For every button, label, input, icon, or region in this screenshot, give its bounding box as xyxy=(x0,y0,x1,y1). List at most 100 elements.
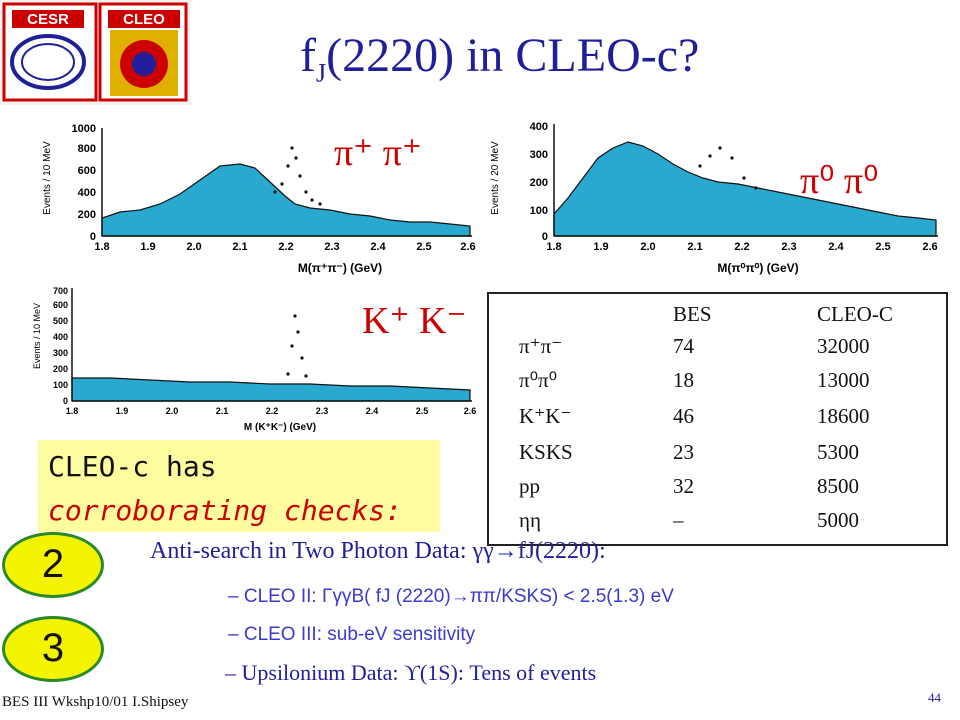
svg-text:600: 600 xyxy=(53,300,68,310)
pi0pi0-histogram xyxy=(553,141,937,237)
logo-area: CESR CLEO xyxy=(0,0,190,105)
plot-pi0pi0: Events / 20 MeV 0 100 200 300 400 1.8 1.… xyxy=(490,121,938,275)
table-row-cleo: 5000 xyxy=(817,508,859,532)
table-row-cleo: 8500 xyxy=(817,474,859,498)
kk-xlabel: M (K⁺K⁻) (GeV) xyxy=(244,422,316,433)
callout-box: CLEO-c has corroborating checks: xyxy=(38,440,440,532)
svg-text:2.6: 2.6 xyxy=(460,241,475,253)
svg-text:1.9: 1.9 xyxy=(140,241,155,253)
svg-text:400: 400 xyxy=(78,187,96,199)
table-row-cleo: 32000 xyxy=(817,334,870,358)
table-row-cleo: 18600 xyxy=(817,404,870,428)
footer-text: BES III Wkshp10/01 I.Shipsey xyxy=(2,694,189,710)
table-row-bes: 23 xyxy=(673,440,694,464)
svg-text:400: 400 xyxy=(53,332,68,342)
pipi-label: π⁺ π⁺ xyxy=(334,132,422,174)
pi0pi0-label: π⁰ π⁰ xyxy=(800,160,879,202)
svg-text:100: 100 xyxy=(53,380,68,390)
table-row-mode: KSKS xyxy=(519,440,573,464)
slide-title: fJ(2220) in CLEO-c? xyxy=(300,29,700,88)
svg-text:2.4: 2.4 xyxy=(366,406,379,416)
svg-text:600: 600 xyxy=(78,165,96,177)
kk-ylabel: Events / 10 MeV xyxy=(32,303,42,369)
svg-text:2.0: 2.0 xyxy=(186,241,201,253)
pipi-datapoints xyxy=(273,146,322,206)
pipi-xticks: 1.8 1.9 2.0 2.1 2.2 2.3 2.4 2.5 2.6 xyxy=(94,241,475,253)
svg-text:2.0: 2.0 xyxy=(166,406,179,416)
table-row-bes: – xyxy=(673,508,684,532)
callout-line1: CLEO-c has xyxy=(48,450,217,483)
pipi-xlabel: M(π⁺π⁻) (GeV) xyxy=(298,261,382,275)
plot-pipi: Events / 10 MeV 0 200 400 600 800 1000 1… xyxy=(42,123,476,275)
svg-text:0: 0 xyxy=(90,231,96,243)
svg-text:2.4: 2.4 xyxy=(828,241,844,253)
svg-text:2.5: 2.5 xyxy=(875,241,890,253)
svg-text:200: 200 xyxy=(530,177,548,189)
svg-text:200: 200 xyxy=(53,364,68,374)
cleo-logo-text: CLEO xyxy=(123,11,165,28)
table-row-bes: 32 xyxy=(673,474,694,498)
svg-text:2.3: 2.3 xyxy=(781,241,796,253)
table-row-mode: ηη xyxy=(519,508,541,532)
svg-text:2.6: 2.6 xyxy=(464,406,477,416)
badge-2: 2 xyxy=(2,532,104,598)
table-row-mode: π⁰π⁰ xyxy=(519,368,558,392)
table-row-mode: pp xyxy=(519,474,540,498)
svg-text:0: 0 xyxy=(542,231,548,243)
table-row-mode: K⁺K⁻ xyxy=(519,404,572,428)
svg-text:300: 300 xyxy=(530,149,548,161)
bullet-cleo-ii: – CLEO II: ΓγγB( fJ (2220)→ππ/KSKS) < 2.… xyxy=(228,586,674,607)
cesr-cleo-logo: CESR CLEO xyxy=(2,2,188,102)
svg-text:2.2: 2.2 xyxy=(278,241,293,253)
svg-text:2.1: 2.1 xyxy=(687,241,702,253)
svg-text:2.4: 2.4 xyxy=(370,241,386,253)
table-header-bes: BES xyxy=(673,302,712,326)
svg-text:2.5: 2.5 xyxy=(416,241,431,253)
pipi-yticks: 0 200 400 600 800 1000 xyxy=(72,123,96,243)
svg-text:800: 800 xyxy=(78,143,96,155)
cesr-logo-text: CESR xyxy=(27,11,69,28)
table-row-cleo: 5300 xyxy=(817,440,859,464)
page-number: 44 xyxy=(928,690,941,705)
comparison-table: BES CLEO-C π⁺π⁻ 74 32000 π⁰π⁰ 18 13000 K… xyxy=(487,292,948,546)
svg-text:2.3: 2.3 xyxy=(316,406,329,416)
pipi-histogram xyxy=(101,163,471,237)
table-header-cleoc: CLEO-C xyxy=(817,302,893,326)
svg-text:1.8: 1.8 xyxy=(94,241,109,253)
svg-text:700: 700 xyxy=(53,286,68,296)
pi0pi0-xlabel: M(π⁰π⁰) (GeV) xyxy=(717,261,798,275)
bullet-cleo-iii: – CLEO III: sub-eV sensitivity xyxy=(228,624,476,645)
svg-text:1.9: 1.9 xyxy=(116,406,129,416)
table-row-bes: 74 xyxy=(673,334,694,358)
pi0pi0-xticks: 1.8 1.9 2.0 2.1 2.2 2.3 2.4 2.5 2.6 xyxy=(546,241,937,253)
plot-kk: Events / 10 MeV 0 100 200 300 400 500 60… xyxy=(32,286,477,433)
svg-text:0: 0 xyxy=(63,396,68,406)
table-row-bes: 18 xyxy=(673,368,694,392)
kk-yticks: 0 100 200 300 400 500 600 700 xyxy=(53,286,68,406)
kk-label: K⁺ K⁻ xyxy=(362,300,467,342)
svg-text:1000: 1000 xyxy=(72,123,96,135)
svg-text:100: 100 xyxy=(530,205,548,217)
svg-text:2.2: 2.2 xyxy=(266,406,279,416)
pipi-ylabel: Events / 10 MeV xyxy=(42,141,53,215)
svg-text:2.5: 2.5 xyxy=(416,406,429,416)
pi0pi0-datapoints xyxy=(698,146,758,190)
svg-text:1.9: 1.9 xyxy=(593,241,608,253)
svg-text:1.8: 1.8 xyxy=(66,406,79,416)
badge-3: 3 xyxy=(2,616,104,682)
pi0pi0-ylabel: Events / 20 MeV xyxy=(490,141,501,215)
table-row-cleo: 13000 xyxy=(817,368,870,392)
svg-text:300: 300 xyxy=(53,348,68,358)
svg-text:2.0: 2.0 xyxy=(640,241,655,253)
svg-text:2.1: 2.1 xyxy=(216,406,229,416)
svg-text:400: 400 xyxy=(530,121,548,133)
svg-text:1.8: 1.8 xyxy=(546,241,561,253)
svg-text:2.6: 2.6 xyxy=(922,241,937,253)
callout-line2: corroborating checks: xyxy=(48,494,403,527)
anti-search-heading: Anti-search in Two Photon Data: γγ→fJ(22… xyxy=(150,538,606,564)
pi0pi0-yticks: 0 100 200 300 400 xyxy=(530,121,548,243)
upsilonium-line: – Upsilonium Data: ϒ(1S): Tens of events xyxy=(225,660,597,685)
svg-text:500: 500 xyxy=(53,316,68,326)
svg-text:2.3: 2.3 xyxy=(324,241,339,253)
table-row-mode: π⁺π⁻ xyxy=(519,334,563,358)
